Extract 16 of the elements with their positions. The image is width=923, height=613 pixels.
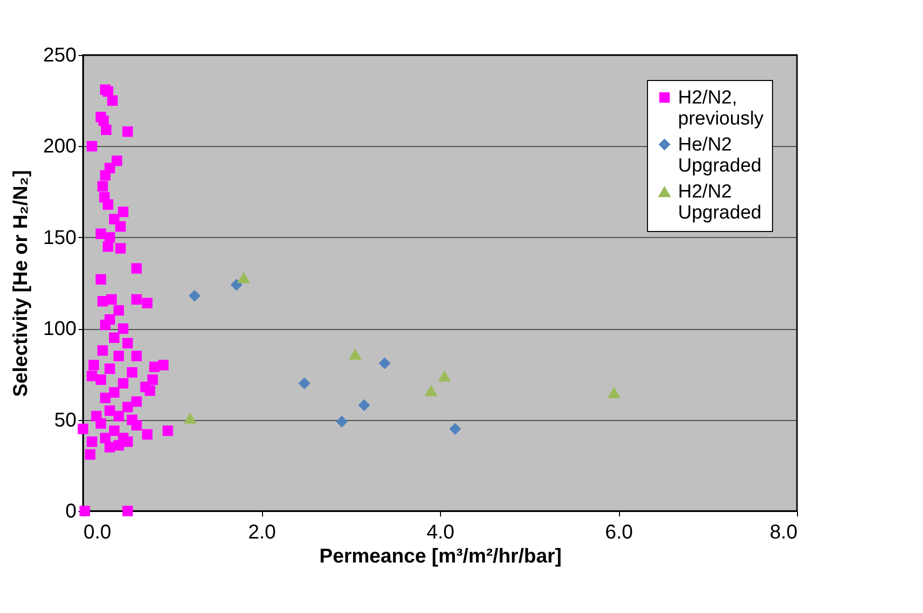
x-tick-label: 2.0 <box>248 522 276 544</box>
x-tick-label: 0.0 <box>84 522 112 544</box>
y-tick-label: 250 <box>43 44 76 66</box>
y-axis-title: Selectivity [He or H₂/N₂] <box>10 170 32 397</box>
y-tick-label: 50 <box>54 409 76 432</box>
x-tick-label: 8.0 <box>770 522 798 544</box>
y-tick-label: 200 <box>43 136 76 158</box>
y-tick-label: 0 <box>65 500 76 522</box>
x-axis-title: Permeance [m³/m²/hr/bar] <box>319 546 562 568</box>
legend-label: He/N2 Upgraded <box>678 134 762 176</box>
x-tick-label: 4.0 <box>426 522 454 544</box>
legend-label: H2/N2, previously <box>678 88 764 130</box>
y-tick-label: 150 <box>43 226 76 249</box>
y-tick-label: 100 <box>43 318 76 340</box>
x-tick-label: 6.0 <box>605 522 633 544</box>
legend-label: H2/N2 Upgraded <box>678 182 762 224</box>
